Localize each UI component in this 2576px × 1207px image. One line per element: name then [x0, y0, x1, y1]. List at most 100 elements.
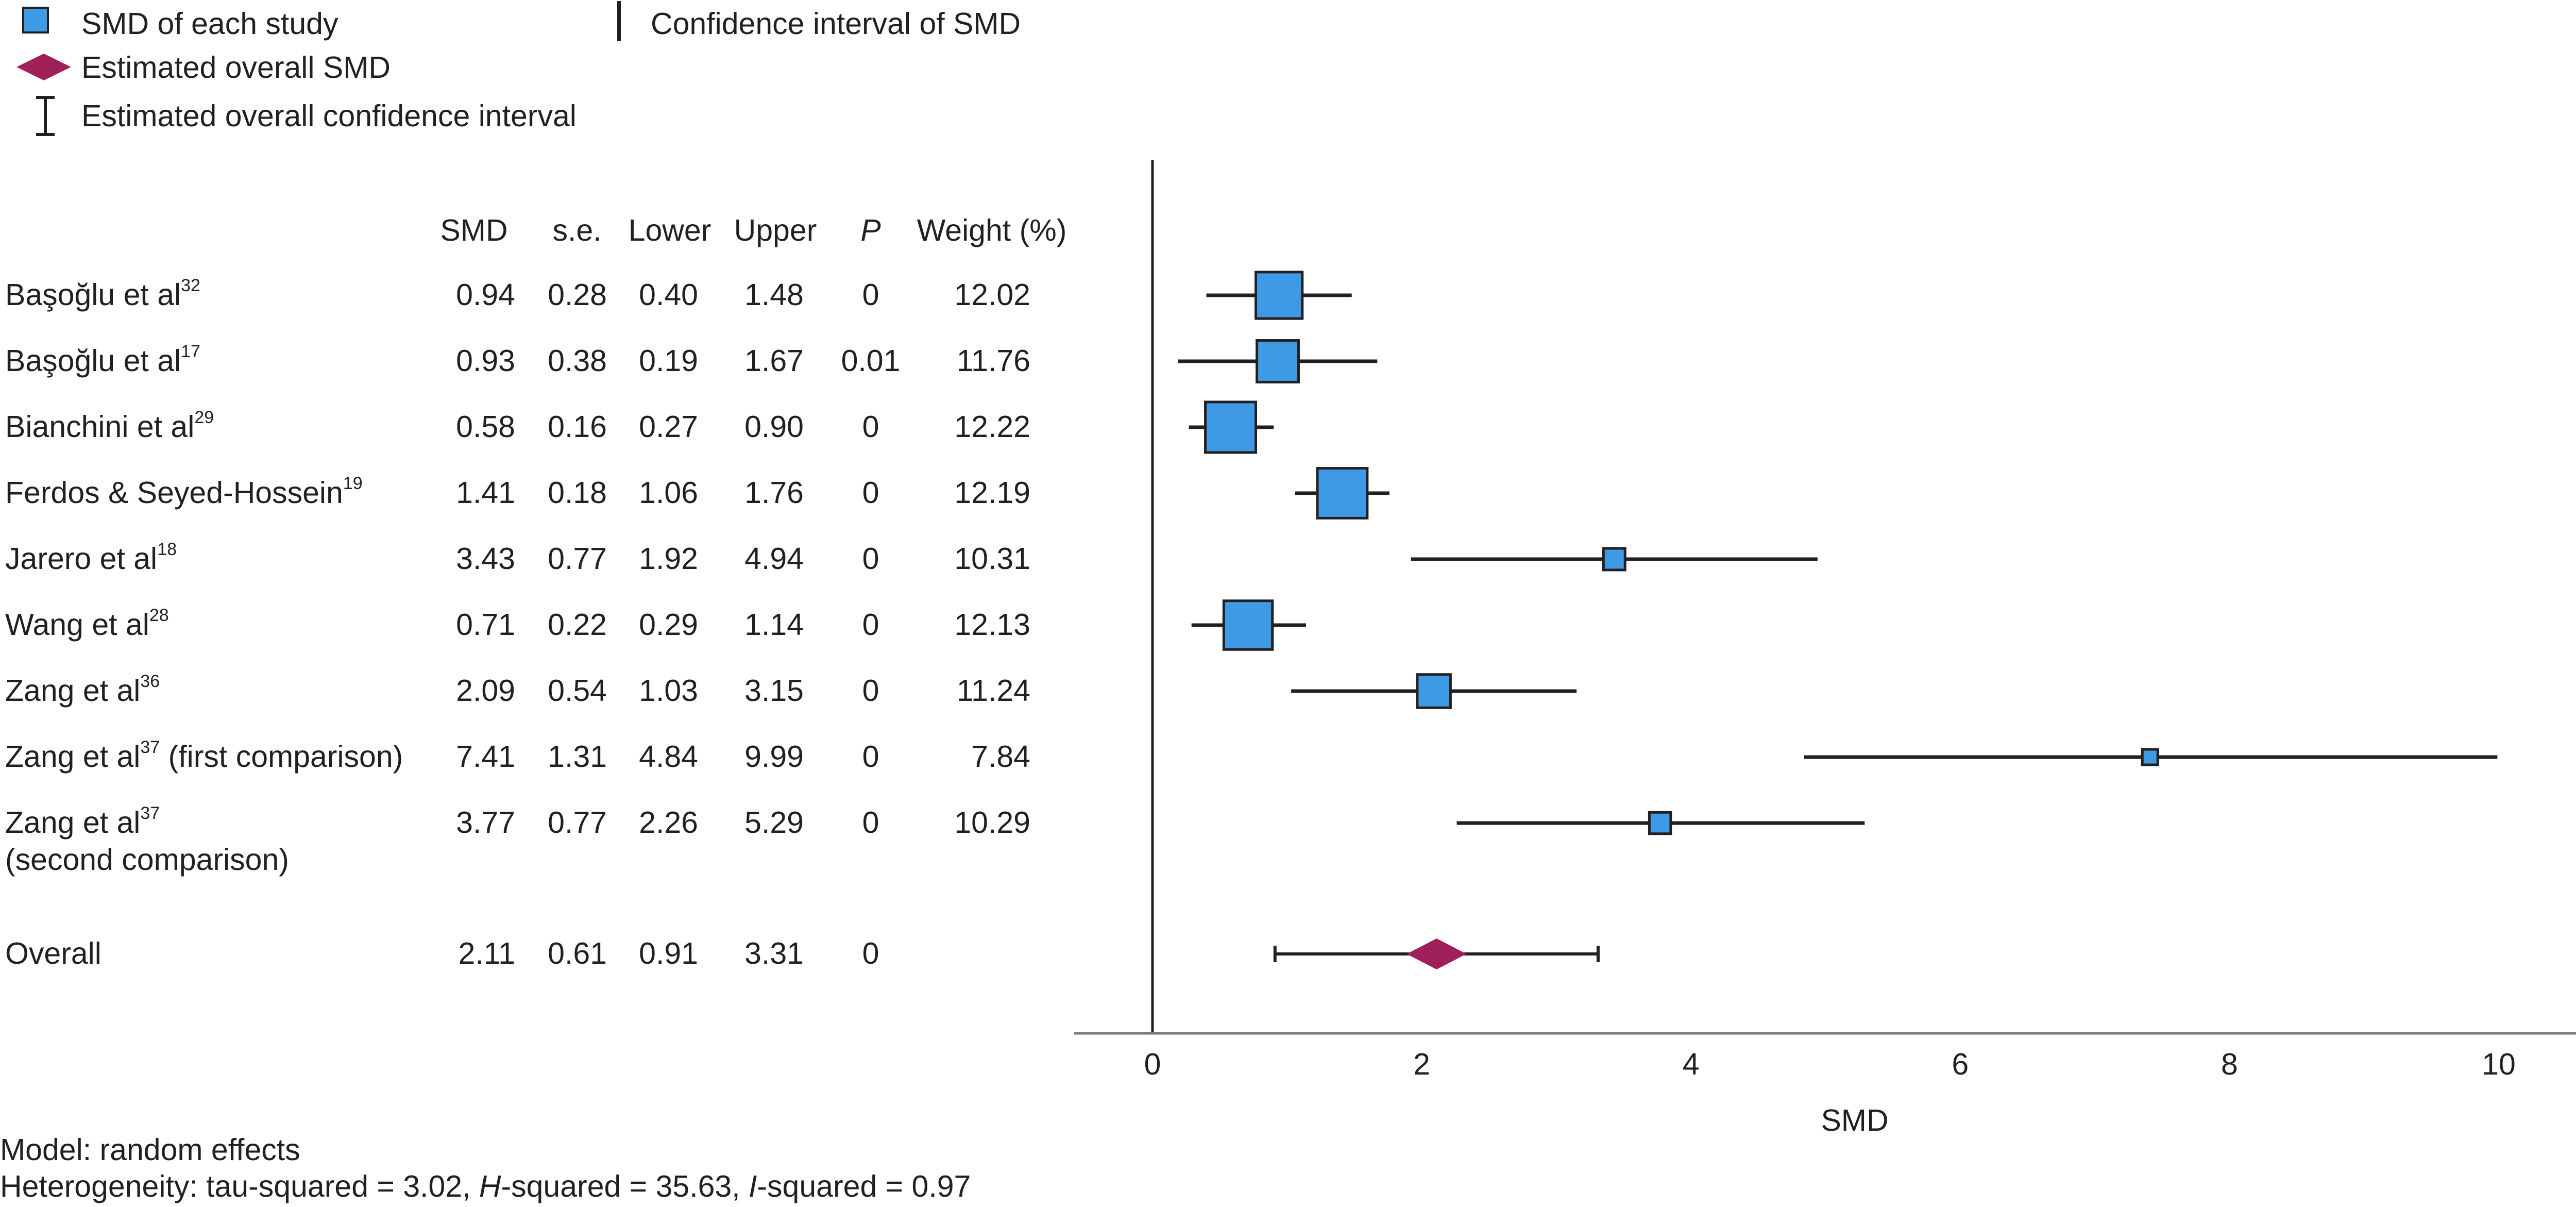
cell-weight: 12.22 [954, 410, 1030, 444]
cell-lower: 0.40 [639, 278, 698, 312]
model-note: Model: random effects [0, 1133, 300, 1167]
study-name-text: Başoğlu et al [5, 278, 181, 312]
legend-overall-smd-label: Estimated overall SMD [81, 51, 391, 85]
overall-cell-se: 0.61 [548, 936, 607, 970]
cell-lower: 0.27 [639, 410, 698, 444]
overall-smd-diamond [1406, 938, 1467, 969]
cell-smd: 3.43 [456, 542, 515, 576]
i-rest: -squared = 0.97 [757, 1169, 971, 1203]
cell-weight: 11.76 [956, 344, 1030, 378]
study-name-text: Zang et al [5, 740, 141, 774]
header-se: s.e. [552, 213, 602, 247]
study-smd-marker [1255, 271, 1304, 320]
header-lower: Lower [628, 213, 711, 247]
cell-lower: 0.29 [639, 608, 698, 642]
h-rest: -squared = 35.63, [501, 1169, 749, 1203]
study-reference-number: 37 [140, 803, 160, 823]
study-name: Jarero et al18 [5, 541, 177, 576]
study-name: Ferdos & Seyed-Hossein19 [5, 475, 363, 510]
cell-upper: 3.15 [744, 674, 804, 708]
overall-cell-smd: 2.11 [458, 936, 515, 970]
study-name-suffix: (first comparison) [160, 740, 403, 774]
cell-upper: 1.76 [744, 476, 804, 510]
h-letter: H [479, 1169, 501, 1203]
overall-cell-p: 0 [862, 936, 879, 970]
study-name-text: Ferdos & Seyed-Hossein [5, 476, 343, 510]
study-name-text: Zang et al [5, 674, 141, 708]
study-name: Başoğlu et al17 [5, 343, 200, 376]
study-name-text: Bianchini et al [5, 410, 195, 444]
study-smd-marker [1416, 673, 1452, 709]
cell-se: 1.31 [548, 740, 607, 774]
study-name-text: Jarero et al [5, 542, 158, 576]
cell-p: 0.01 [841, 344, 901, 378]
cell-p: 0 [862, 806, 879, 840]
study-smd-marker [1316, 467, 1369, 519]
cell-p: 0 [862, 608, 879, 642]
cell-se: 0.77 [548, 806, 607, 840]
cell-lower: 1.92 [639, 542, 698, 576]
study-reference-number: 29 [194, 408, 214, 427]
cell-se: 0.77 [548, 542, 607, 576]
cell-upper: 1.48 [744, 278, 804, 312]
header-p: P [860, 213, 881, 247]
x-tick-label: 2 [1413, 1047, 1430, 1081]
study-smd-marker [1204, 400, 1258, 454]
study-name: Bianchini et al29 [5, 409, 214, 444]
overall-cell-upper: 3.31 [744, 936, 804, 970]
cell-smd: 0.58 [456, 410, 515, 444]
overall-ci-legend-swatch [36, 96, 55, 136]
legend-study-smd-label: SMD of each study [81, 7, 338, 41]
study-reference-number: 37 [140, 737, 160, 757]
cell-weight: 12.02 [954, 278, 1030, 312]
cell-weight: 12.13 [954, 608, 1030, 642]
overall-smd-legend-swatch [16, 54, 71, 80]
cell-weight: 12.19 [954, 476, 1030, 510]
study-smd-legend-swatch [22, 7, 49, 33]
cell-se: 0.38 [548, 344, 607, 378]
cell-upper: 1.67 [744, 344, 804, 378]
cell-smd: 0.93 [456, 344, 515, 378]
cell-lower: 4.84 [639, 740, 698, 774]
cell-lower: 1.06 [639, 476, 698, 510]
x-axis-label: SMD [1821, 1103, 1889, 1137]
heterogeneity-note: Heterogeneity: tau-squared = 3.02, H-squ… [0, 1171, 971, 1202]
header-upper: Upper [734, 213, 817, 247]
cell-upper: 9.99 [744, 740, 804, 774]
study-reference-number: 19 [343, 474, 363, 493]
i-letter: I [749, 1169, 757, 1203]
cell-se: 0.22 [548, 608, 607, 642]
study-name: Zang et al37 [5, 804, 160, 840]
header-weight: Weight (%) [917, 213, 1067, 247]
study-reference-number: 18 [157, 540, 177, 559]
x-tick-label: 0 [1144, 1047, 1161, 1081]
cell-smd: 3.77 [456, 806, 515, 840]
study-name: Wang et al28 [5, 607, 169, 642]
cell-smd: 1.41 [456, 476, 515, 510]
study-reference-number: 32 [181, 276, 200, 295]
cell-upper: 5.29 [744, 806, 804, 840]
cell-weight: 7.84 [971, 740, 1030, 774]
cell-p: 0 [862, 542, 879, 576]
study-smd-marker [1602, 547, 1626, 572]
cell-smd: 0.71 [456, 608, 515, 642]
overall-name: Overall [5, 936, 101, 970]
legend-overall-ci-label: Estimated overall confidence interval [81, 99, 577, 133]
cell-se: 0.54 [548, 674, 607, 708]
study-ci-legend-swatch [617, 1, 621, 41]
cell-upper: 1.14 [744, 608, 804, 642]
cell-se: 0.18 [548, 476, 607, 510]
cell-se: 0.16 [548, 410, 607, 444]
study-name-text: Zang et al [5, 806, 141, 840]
study-name: Zang et al37 (first comparison) [5, 739, 403, 774]
cell-p: 0 [862, 410, 879, 444]
study-reference-number: 28 [149, 606, 169, 625]
header-smd: SMD [440, 213, 508, 247]
study-smd-marker [2141, 748, 2159, 766]
heterogeneity-prefix: Heterogeneity: tau-squared = 3.02, [0, 1169, 479, 1203]
cell-p: 0 [862, 476, 879, 510]
study-smd-marker [1256, 339, 1300, 383]
study-name-text: Wang et al [5, 608, 149, 642]
study-name: Başoğlu et al32 [5, 277, 200, 312]
